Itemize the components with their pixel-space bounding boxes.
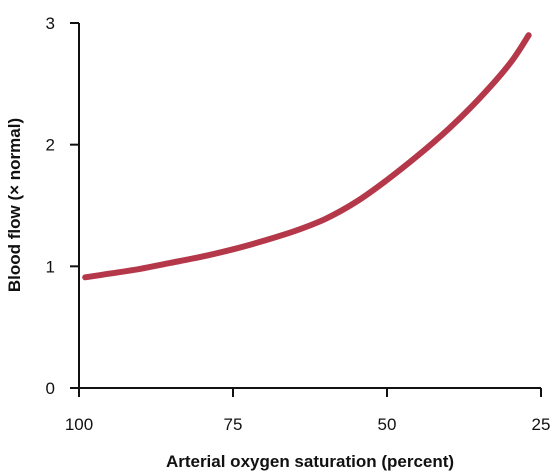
x-axis-title: Arterial oxygen saturation (percent) (166, 452, 454, 471)
x-tick-label: 100 (65, 415, 93, 434)
y-axis-title: Blood flow (× normal) (5, 118, 24, 292)
x-tick-label: 75 (224, 415, 243, 434)
y-tick-label: 3 (46, 14, 55, 33)
blood-flow-curve (82, 32, 532, 281)
ticks (70, 22, 542, 397)
y-tick-label: 2 (46, 136, 55, 155)
x-tick-label: 25 (532, 415, 551, 434)
tick-labels: 100 75 50 25 0 1 2 3 (46, 14, 551, 434)
x-tick-label: 50 (378, 415, 397, 434)
y-tick-label: 0 (46, 379, 55, 398)
axes (78, 23, 541, 389)
y-tick-label: 1 (46, 257, 55, 276)
series-layer (82, 32, 532, 281)
